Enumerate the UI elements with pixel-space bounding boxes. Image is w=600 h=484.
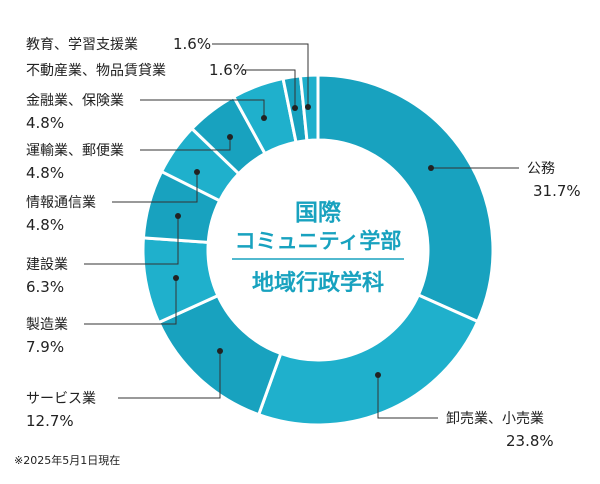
leader-dot-9 bbox=[292, 105, 298, 111]
leader-dot-5 bbox=[175, 213, 181, 219]
slice-label-10: 教育、学習支援業 bbox=[26, 37, 138, 53]
leader-dot-4 bbox=[173, 275, 179, 281]
slice-value-8: 4.8% bbox=[26, 114, 64, 132]
slice-value-10: 1.6% bbox=[173, 35, 211, 53]
leader-line-7 bbox=[140, 137, 231, 151]
slice-value-5: 6.3% bbox=[26, 278, 64, 296]
center-title-line-3: 地域行政学科 bbox=[252, 270, 384, 296]
slice-1 bbox=[316, 73, 495, 324]
slice-label-5: 建設業 bbox=[26, 257, 68, 273]
center-title-line-1: 国際 bbox=[295, 199, 342, 226]
leader-dot-6 bbox=[194, 169, 200, 175]
leader-dot-7 bbox=[227, 134, 233, 140]
slice-label-9: 不動産業、物品賃貸業 bbox=[26, 63, 166, 79]
center-title-line-2: コミュニティ学部 bbox=[235, 229, 402, 253]
slice-label-1: 公務 bbox=[527, 161, 555, 177]
footnote: ※2025年5月1日現在 bbox=[14, 454, 121, 467]
slice-value-9: 1.6% bbox=[209, 61, 247, 79]
slice-label-4: 製造業 bbox=[26, 317, 68, 333]
slice-label-8: 金融業、保険業 bbox=[26, 93, 124, 109]
slice-label-2: 卸売業、小売業 bbox=[446, 411, 544, 427]
leader-line-3 bbox=[118, 351, 221, 399]
leader-line-6 bbox=[112, 172, 198, 203]
slice-value-2: 23.8% bbox=[506, 432, 554, 450]
leader-line-8 bbox=[140, 99, 265, 118]
leader-line-5 bbox=[84, 216, 179, 265]
slice-label-6: 情報通信業 bbox=[26, 195, 96, 211]
leader-line-10 bbox=[212, 43, 309, 107]
slice-value-4: 7.9% bbox=[26, 338, 64, 356]
leader-line-4 bbox=[84, 278, 177, 325]
slice-value-3: 12.7% bbox=[26, 412, 74, 430]
leader-dot-1 bbox=[428, 165, 434, 171]
slice-value-1: 31.7% bbox=[533, 182, 581, 200]
leader-dot-8 bbox=[261, 115, 267, 121]
leader-dot-2 bbox=[375, 372, 381, 378]
slice-2 bbox=[257, 293, 480, 427]
slice-value-6: 4.8% bbox=[26, 216, 64, 234]
slice-label-3: サービス業 bbox=[26, 391, 96, 407]
leader-dot-3 bbox=[217, 348, 223, 354]
leader-line-2 bbox=[377, 375, 438, 419]
slice-label-7: 運輸業、郵便業 bbox=[26, 143, 124, 159]
leader-line-9 bbox=[243, 69, 296, 108]
slice-value-7: 4.8% bbox=[26, 164, 64, 182]
leader-dot-10 bbox=[305, 104, 311, 110]
